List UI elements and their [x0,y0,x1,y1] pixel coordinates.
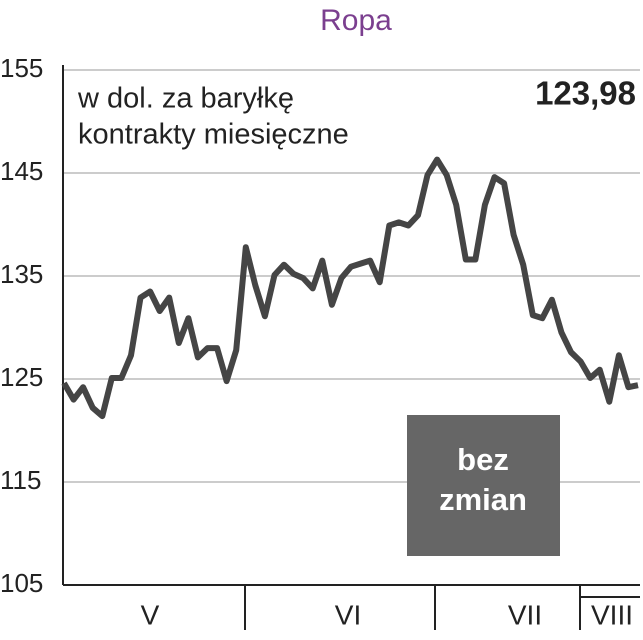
y-tick-label: 115 [0,465,41,495]
price-line [61,156,639,420]
y-tick-label: 125 [0,362,43,392]
chart-title: Ropa [320,4,392,37]
annotation-box [407,415,560,556]
annotation: zmian [439,482,527,517]
subtitle: w dol. za baryłkę [77,83,294,115]
y-tick-label: 135 [0,259,43,289]
y-tick-label: 105 [0,568,43,598]
x-tick-label: VI [335,599,361,630]
y-tick-label: 155 [0,53,43,83]
x-tick-label: VIII [591,599,633,630]
x-tick-label: VII [508,599,542,630]
x-tick-label: V [141,599,160,630]
annotation: bez [457,442,509,477]
last-value: 123,98 [535,75,636,112]
y-tick-label: 145 [0,156,43,186]
subtitle: kontrakty miesięczne [78,119,349,151]
